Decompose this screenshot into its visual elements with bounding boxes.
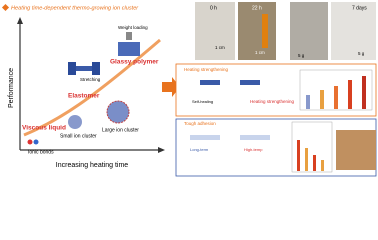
time: 22 h: [252, 5, 262, 11]
time: 7 days: [352, 5, 367, 11]
ion: [27, 139, 33, 145]
weight: [126, 32, 132, 40]
photo: [238, 2, 276, 60]
ion: [33, 139, 39, 145]
structure: Large ion cluster: [102, 127, 139, 133]
y-label: Performance: [8, 68, 15, 108]
action: Stretching: [80, 77, 101, 82]
panel-label: Heating strengthening: [250, 99, 295, 104]
state: Viscous liquid: [22, 125, 66, 132]
bar: [320, 90, 324, 109]
sample: [200, 80, 220, 85]
photo: [195, 2, 235, 60]
trend: [23, 38, 161, 137]
weight-label: 5 g: [298, 53, 305, 58]
scale: 1 cm: [255, 50, 265, 55]
sample: [118, 42, 140, 56]
panel-label: High-temp: [244, 147, 263, 152]
mini-chart: [299, 69, 373, 111]
state: Elastomer: [68, 93, 100, 100]
x-label: Increasing heating time: [56, 162, 128, 169]
y-arrow: [17, 17, 23, 24]
bar: [305, 148, 308, 171]
bar: [297, 140, 300, 171]
action: Weight loading: [118, 25, 148, 30]
substrate: [190, 135, 220, 140]
substrate: [240, 135, 270, 140]
bar: [313, 155, 316, 171]
photo: [336, 130, 376, 170]
panel-title: Tough adhesion: [184, 121, 216, 126]
bar: [348, 80, 352, 109]
structure: Small ion cluster: [60, 133, 97, 139]
state: Glassy polymer: [110, 59, 159, 66]
bar: [362, 76, 366, 109]
title: Heating time-dependent thermo-growing io…: [11, 5, 139, 11]
bar: [334, 86, 338, 109]
photo: [290, 2, 328, 60]
structure: Ionic bonds: [28, 149, 54, 155]
sample: [262, 14, 268, 48]
cluster: [106, 100, 130, 124]
sample: [68, 62, 76, 75]
figure: Heating time-dependent thermo-growing io…: [1, 2, 377, 177]
cluster: [68, 115, 82, 129]
photo: [331, 2, 376, 60]
x-arrow: [158, 147, 165, 153]
scale: 1 cm: [215, 45, 225, 50]
time: 0 h: [210, 5, 217, 11]
bar: [306, 95, 310, 109]
bar: [321, 160, 324, 171]
panel-label: Self-healing: [192, 99, 213, 104]
title-marker: [1, 3, 10, 12]
weight-label: 5 g: [358, 51, 365, 56]
arrow: [162, 77, 180, 97]
panel-label: Long-term: [190, 147, 209, 152]
sample: [240, 80, 260, 85]
panel-title: Heating strengthening: [184, 67, 229, 72]
sample: [92, 62, 100, 75]
